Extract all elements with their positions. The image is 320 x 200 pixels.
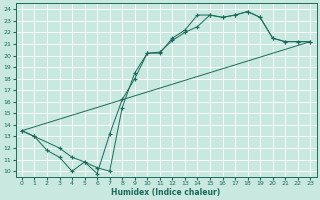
X-axis label: Humidex (Indice chaleur): Humidex (Indice chaleur)	[111, 188, 221, 197]
